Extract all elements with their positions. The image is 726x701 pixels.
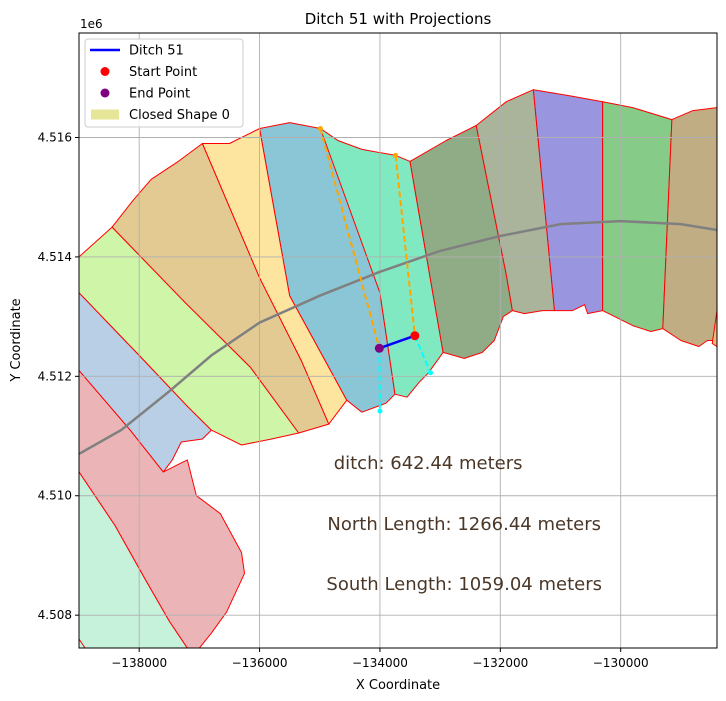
ticks-layer: −138000 −136000 −134000 −132000 −130000 4.508… [38, 130, 649, 670]
plot-frame [78, 32, 718, 649]
region-polygon-11 [602, 101, 673, 332]
legend-swatch-marker [100, 67, 110, 76]
lines-layer [79, 126, 717, 455]
region-polygon-7 [319, 128, 444, 398]
end-point [374, 343, 384, 353]
grid-layer [79, 33, 717, 648]
region-polygon-13 [711, 310, 717, 347]
centerline [79, 219, 717, 455]
region-polygon-8 [409, 125, 513, 359]
annotation-1: North Length: 1266.44 meters [327, 514, 601, 535]
north-projection-point [317, 126, 323, 132]
north-projection-line [394, 155, 416, 336]
legend-box [84, 38, 244, 128]
legend-swatch-marker [100, 88, 110, 98]
annotations-layer: ditch: 642.44 meters North Length: 1266.4… [326, 453, 602, 595]
legend-label: Start Point [129, 65, 197, 80]
y-tick-label: 4.516 [38, 130, 72, 144]
region-polygon-12 [662, 107, 717, 347]
south-projection-line [378, 348, 381, 411]
polygons-layer [79, 89, 717, 648]
y-axis-label: Y Coordinate [9, 298, 24, 382]
x-tick-label: −134000 [352, 656, 408, 670]
y-tick-label: 4.514 [38, 250, 72, 264]
region-polygon-14 [79, 638, 86, 648]
south-projection-line [413, 335, 432, 374]
legend-label: End Point [129, 87, 190, 102]
north-projection-line [319, 128, 381, 349]
annotation-2: South Length: 1059.04 meters [326, 574, 602, 595]
legend: Ditch 51 Start Point End Point Closed Shape… [84, 38, 244, 128]
plot-area [79, 33, 717, 648]
legend-label: Closed Shape 0 [129, 108, 230, 123]
region-polygon-10 [532, 89, 604, 315]
chart-title: Ditch 51 with Projections [305, 10, 492, 28]
region-polygon-9 [475, 89, 555, 315]
legend-label: Ditch 51 [129, 44, 184, 59]
x-tick-label: −136000 [232, 656, 288, 670]
north-projection-point [393, 152, 399, 158]
y-tick-label: 4.508 [38, 608, 72, 622]
y-tick-label: 4.510 [38, 489, 72, 503]
y-tick-label: 4.512 [38, 369, 72, 383]
south-projection-point [377, 408, 383, 414]
region-polygon-1 [79, 369, 245, 648]
annotation-0: ditch: 642.44 meters [334, 453, 523, 474]
legend-swatch-patch [91, 109, 119, 120]
ditch-line [378, 334, 416, 350]
x-tick-label: −138000 [111, 656, 167, 670]
south-projection-point [428, 370, 434, 376]
x-tick-label: −130000 [593, 656, 649, 670]
y-offset-label: 1e6 [80, 17, 103, 31]
x-tick-label: −132000 [472, 656, 528, 670]
start-point [410, 331, 420, 341]
x-axis-label: X Coordinate [356, 678, 440, 693]
